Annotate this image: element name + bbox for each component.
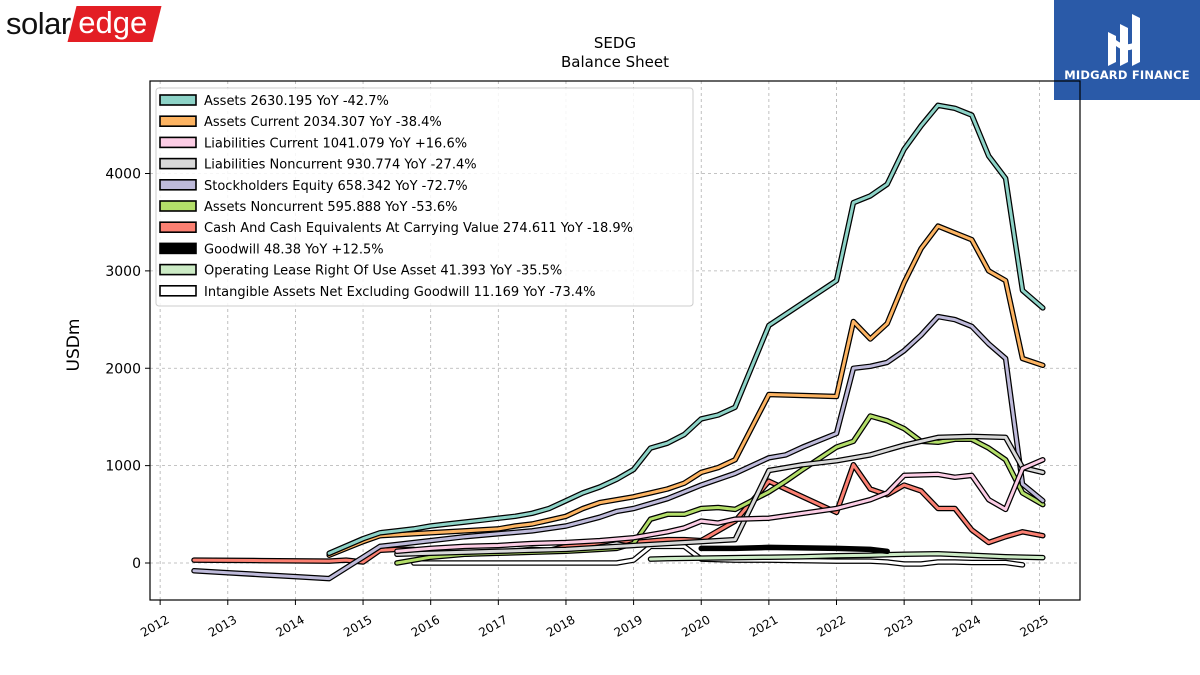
x-tick-label: 2013	[206, 612, 239, 639]
legend-swatch	[159, 263, 197, 276]
y-tick-label: 1000	[105, 459, 141, 475]
midgard-finance-logo: MIDGARD FINANCE	[1054, 0, 1200, 100]
legend-label: Goodwill 48.38 YoY +12.5%	[204, 242, 384, 257]
series-stockholders-equity	[191, 313, 1046, 582]
legend-label: Assets 2630.195 YoY -42.7%	[204, 94, 389, 109]
legend-entry: Operating Lease Right Of Use Asset 41.39…	[159, 263, 562, 279]
legend-swatch	[159, 115, 197, 127]
y-tick-label: 4000	[105, 167, 141, 183]
series-line	[699, 545, 889, 553]
series-goodwill	[698, 544, 890, 555]
x-tick-label: 2014	[273, 612, 306, 639]
x-tick-label: 2015	[341, 612, 374, 639]
series-operating-lease-right-of-use-asset	[647, 550, 1046, 562]
legend-entry: Goodwill 48.38 YoY +12.5%	[159, 242, 384, 257]
legend-label: Cash And Cash Equivalents At Carrying Va…	[204, 221, 633, 236]
legend-swatch	[159, 200, 197, 212]
series-assets	[326, 102, 1046, 557]
legend-swatch	[159, 242, 197, 255]
legend-label: Operating Lease Right Of Use Asset 41.39…	[204, 264, 562, 279]
x-tick-label: 2023	[882, 612, 915, 639]
x-tick-label: 2012	[138, 612, 171, 639]
x-tick-label: 2018	[544, 612, 577, 639]
y-axis-label: USDm	[64, 319, 84, 372]
series-line	[192, 315, 1045, 581]
legend-swatch	[159, 136, 197, 149]
x-tick-label: 2019	[612, 612, 645, 639]
solaredge-logo: solar edge	[6, 4, 162, 44]
x-tick-label: 2021	[747, 612, 780, 639]
chart-subtitle: Balance Sheet	[561, 53, 669, 71]
series-line	[327, 224, 1045, 557]
x-tick-label: 2022	[815, 612, 848, 639]
series-line	[412, 544, 1024, 567]
midgard-finance-name: MIDGARD FINANCE	[1064, 68, 1190, 82]
x-tick-label: 2024	[950, 612, 983, 639]
legend-label: Intangible Assets Net Excluding Goodwill…	[204, 285, 595, 300]
x-tick-label: 2017	[476, 612, 509, 639]
legend-box	[155, 87, 694, 307]
legend-label: Assets Noncurrent 595.888 YoY -53.6%	[204, 200, 458, 215]
logo-text-solar: solar	[6, 6, 71, 41]
legend-swatch	[159, 94, 197, 106]
legend-label: Stockholders Equity 658.342 YoY -72.7%	[204, 179, 468, 194]
series-assets-current	[326, 223, 1046, 558]
legend-entry: Assets Current 2034.307 YoY -38.4%	[159, 115, 442, 130]
series-lines	[191, 102, 1046, 582]
x-tick-label: 2016	[409, 612, 442, 639]
legend-swatch	[159, 221, 197, 233]
chart-title: SEDG	[594, 34, 636, 52]
legend-label: Assets Current 2034.307 YoY -38.4%	[204, 115, 442, 130]
legend-entry: Intangible Assets Net Excluding Goodwill…	[159, 284, 595, 300]
series-line	[395, 434, 1045, 556]
legend-entry: Stockholders Equity 658.342 YoY -72.7%	[159, 179, 468, 194]
legend-entry: Cash And Cash Equivalents At Carrying Va…	[159, 221, 633, 236]
series-intangible-assets-net-excluding-goodwill	[411, 543, 1026, 568]
series-line	[192, 463, 1045, 564]
y-tick-label: 2000	[105, 361, 141, 377]
legend-swatch	[159, 284, 197, 297]
y-tick-label: 3000	[105, 264, 141, 280]
legend-entry: Assets Noncurrent 595.888 YoY -53.6%	[159, 200, 458, 215]
x-tick-label: 2025	[1017, 612, 1050, 639]
x-tick-label: 2020	[679, 612, 712, 639]
y-tick-label: 0	[132, 556, 141, 572]
legend-entry: Liabilities Noncurrent 930.774 YoY -27.4…	[159, 157, 477, 173]
legend-entry: Assets 2630.195 YoY -42.7%	[159, 94, 389, 109]
legend-entry: Liabilities Current 1041.079 YoY +16.6%	[159, 136, 467, 151]
series-line	[395, 458, 1045, 553]
series-cash-and-cash-equivalents-at-carrying-value	[191, 461, 1046, 565]
series-liabilities-current	[394, 457, 1046, 555]
legend-label: Liabilities Current 1041.079 YoY +16.6%	[204, 136, 467, 151]
legend-swatch	[159, 157, 197, 170]
legend-swatch	[159, 179, 197, 191]
midgard-mark-icon	[1108, 14, 1140, 66]
legend: Assets 2630.195 YoY -42.7% Assets Current…	[155, 87, 694, 307]
series-line	[649, 552, 1045, 561]
plot-frame	[149, 80, 1081, 601]
series-line	[327, 103, 1045, 555]
legend-label: Liabilities Noncurrent 930.774 YoY -27.4…	[204, 158, 477, 173]
series-liabilities-noncurrent	[394, 433, 1046, 557]
